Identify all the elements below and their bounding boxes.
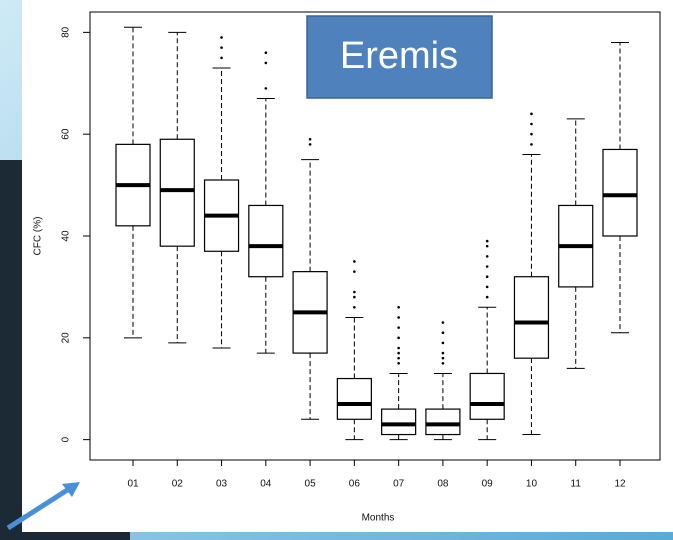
outlier — [397, 347, 400, 350]
outlier — [397, 326, 400, 329]
outlier — [486, 275, 489, 278]
box — [337, 379, 371, 420]
x-tick-label: 04 — [260, 479, 272, 490]
outlier — [530, 143, 533, 146]
outlier — [486, 245, 489, 248]
outlier — [442, 321, 445, 324]
y-tick-label: 80 — [61, 26, 72, 38]
box — [426, 409, 460, 434]
outlier — [265, 51, 268, 54]
box — [160, 139, 194, 246]
x-tick-label: 10 — [526, 479, 538, 490]
outlier — [397, 352, 400, 355]
x-tick-label: 01 — [127, 479, 139, 490]
y-tick-label: 0 — [61, 436, 72, 442]
outlier — [309, 138, 312, 141]
outlier — [442, 342, 445, 345]
outlier — [530, 133, 533, 136]
x-tick-label: 06 — [349, 479, 361, 490]
x-tick-label: 12 — [614, 479, 626, 490]
x-axis-label: Months — [362, 513, 395, 524]
x-tick-label: 05 — [305, 479, 317, 490]
outlier — [265, 87, 268, 90]
x-tick-label: 08 — [437, 479, 449, 490]
outlier — [486, 296, 489, 299]
x-tick-label: 11 — [571, 479, 582, 490]
chart-title: Eremis — [340, 35, 458, 77]
outlier — [353, 296, 356, 299]
outlier — [353, 306, 356, 309]
outlier — [353, 260, 356, 263]
outlier — [397, 357, 400, 360]
outlier — [397, 337, 400, 340]
outlier — [353, 270, 356, 273]
box — [470, 373, 504, 419]
x-tick-label: 07 — [393, 479, 405, 490]
y-axis-label: CFC (%) — [33, 217, 44, 256]
outlier — [265, 62, 268, 65]
outlier — [486, 240, 489, 243]
x-tick-label: 03 — [216, 479, 228, 490]
outlier — [397, 306, 400, 309]
y-tick-label: 60 — [61, 128, 72, 140]
outlier — [353, 291, 356, 294]
slide: Eremis Months CFC (%) 0 20 40 60 80 01 02 03 04 0… — [0, 0, 673, 540]
outlier — [220, 46, 223, 49]
y-tick-label: 20 — [61, 332, 72, 344]
outlier — [309, 143, 312, 146]
outlier — [220, 36, 223, 39]
outlier — [486, 286, 489, 289]
outlier — [442, 352, 445, 355]
x-tick-label: 09 — [482, 479, 494, 490]
outlier — [397, 316, 400, 319]
outlier — [486, 255, 489, 258]
outlier — [530, 123, 533, 126]
box — [514, 277, 548, 358]
outlier — [220, 57, 223, 60]
x-tick-label: 02 — [172, 479, 184, 490]
y-tick-label: 40 — [61, 230, 72, 242]
outlier — [442, 362, 445, 365]
outlier — [486, 265, 489, 268]
outlier — [397, 362, 400, 365]
outlier — [442, 331, 445, 334]
box — [249, 205, 283, 276]
outlier — [530, 113, 533, 116]
box — [603, 149, 637, 236]
outlier — [442, 357, 445, 360]
box — [382, 409, 416, 434]
